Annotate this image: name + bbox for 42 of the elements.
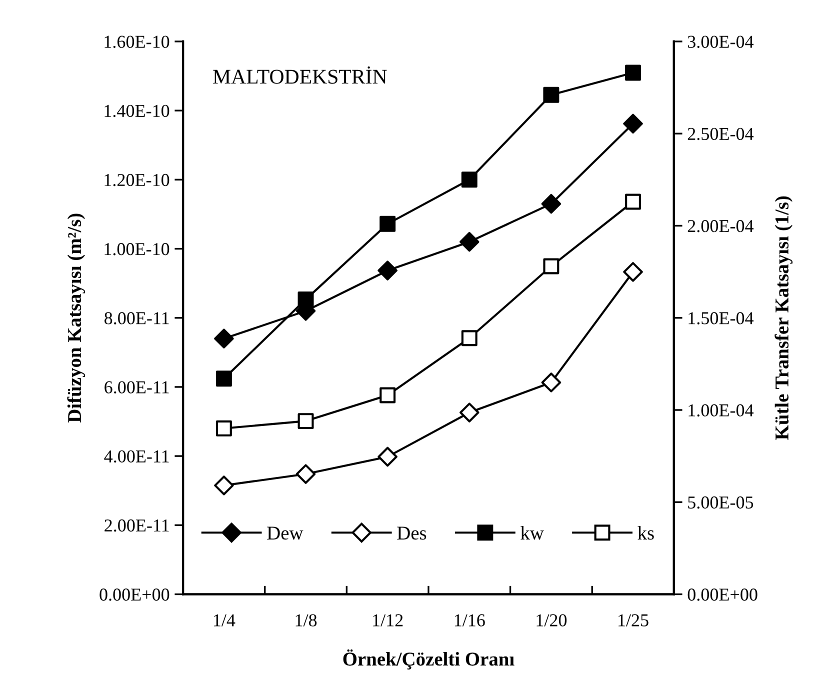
point xyxy=(216,370,232,387)
point xyxy=(625,64,642,81)
x-tick-label: 1/20 xyxy=(536,614,567,626)
y2-tick-label: 1.00E-04 xyxy=(688,404,754,417)
y2-axis-title: Kütle Transfer Katsayısı (1/s) xyxy=(774,196,793,440)
y2-tick-label: 5.00E-05 xyxy=(688,496,754,509)
x-axis-title: Örnek/Çözelti Oranı xyxy=(343,649,514,670)
legend-label: Dew xyxy=(267,526,304,540)
y-tick-label: 0.00E+00 xyxy=(100,588,170,601)
y-tick-label: 2.00E-11 xyxy=(104,519,169,532)
x-tick-label: 1/4 xyxy=(214,614,236,626)
y2-tick-label: 1.50E-04 xyxy=(688,312,754,324)
y-tick-label: 1.00E-10 xyxy=(104,243,170,256)
x-tick-label: 1/8 xyxy=(296,614,317,626)
x-tick-label: 1/12 xyxy=(373,614,403,626)
point xyxy=(380,387,396,404)
y-tick-label: 1.40E-10 xyxy=(104,104,170,118)
x-tick-label: 1/16 xyxy=(454,614,485,626)
legend-label: Des xyxy=(397,526,426,540)
y-tick-label: 8.00E-11 xyxy=(104,312,169,324)
y2-tick-label: 2.00E-04 xyxy=(688,220,754,232)
y2-tick-label: 3.00E-04 xyxy=(688,36,754,48)
text: MALTODEKSTRİN xyxy=(213,66,387,84)
x-tick-label: 1/25 xyxy=(618,614,648,626)
point xyxy=(216,420,232,436)
point xyxy=(461,330,478,346)
y-tick-label: 1.20E-10 xyxy=(104,174,170,186)
point xyxy=(380,216,396,232)
point xyxy=(625,194,642,210)
point xyxy=(461,172,478,188)
legend-label: kw xyxy=(520,526,544,540)
point xyxy=(298,291,314,308)
y-tick-label: 1.60E-10 xyxy=(104,36,170,48)
legend-label: ks xyxy=(638,526,654,540)
point xyxy=(298,413,314,430)
y-axis-title: Difüzyon Katsayısı (m²/s) xyxy=(67,214,86,423)
y2-tick-label: 2.50E-04 xyxy=(688,128,754,140)
y2-tick-label: 0.00E+00 xyxy=(688,588,758,601)
point xyxy=(543,86,560,103)
y-tick-label: 6.00E-11 xyxy=(104,381,169,394)
y-tick-label: 4.00E-11 xyxy=(104,450,169,463)
point xyxy=(543,258,560,274)
